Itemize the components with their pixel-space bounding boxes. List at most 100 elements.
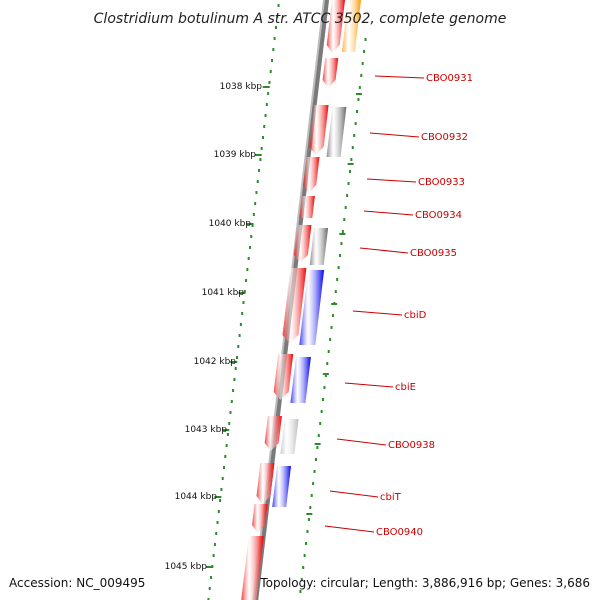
track-dot: [245, 279, 248, 282]
track-dot: [272, 48, 275, 51]
track-dot: [267, 92, 270, 95]
track-dot: [337, 266, 340, 269]
gene-feature: [309, 105, 329, 155]
track-dot: [207, 598, 210, 600]
track-dot: [210, 576, 213, 579]
scale-tick: [230, 361, 238, 363]
inner-tick: [322, 373, 329, 375]
gene-label-cbo0938: CBO0938: [388, 440, 435, 451]
track-dot: [322, 398, 325, 401]
track-dot: [348, 170, 351, 173]
track-dot: [334, 290, 337, 293]
gene-label-cbo0932: CBO0932: [421, 132, 468, 143]
scale-label-1045: 1045 kbp: [165, 562, 208, 572]
track-dot: [364, 38, 367, 41]
track-dot: [310, 494, 313, 497]
gene-label-cbo0933: CBO0933: [418, 177, 465, 188]
track-dot: [265, 103, 268, 106]
track-dot: [312, 482, 315, 485]
track-dot: [277, 4, 280, 7]
track-dot: [238, 334, 241, 337]
track-dot: [242, 301, 245, 304]
track-dot: [216, 521, 219, 524]
track-dot: [351, 146, 354, 149]
gene-feature: [280, 419, 299, 454]
leader-line: [359, 247, 409, 254]
track-dot: [347, 182, 350, 185]
track-dot: [221, 477, 224, 480]
track-dot: [340, 242, 343, 245]
track-dot: [220, 488, 223, 491]
gene-feature: [326, 0, 345, 53]
label-leader-lines: [324, 75, 425, 533]
track-dot: [271, 59, 274, 62]
track-dot: [233, 378, 236, 381]
track-dot: [248, 246, 251, 249]
track-dot: [219, 499, 222, 502]
track-dot: [229, 411, 232, 414]
track-dot: [217, 510, 220, 513]
leader-line: [369, 132, 420, 138]
leader-line: [352, 310, 403, 316]
scale-labels: 1038 kbp 1039 kbp 1040 kbp 1041 kbp 1042…: [165, 82, 263, 572]
inner-dotted-track: [299, 38, 367, 593]
track-dot: [226, 433, 229, 436]
track-dot: [320, 410, 323, 413]
gene-label-cbo0931: CBO0931: [426, 73, 473, 84]
track-dot: [346, 194, 349, 197]
track-dot: [235, 356, 238, 359]
track-dot: [273, 37, 276, 40]
track-dot: [247, 257, 250, 260]
scale-tick: [206, 566, 214, 568]
track-dot: [339, 254, 342, 257]
scale-tick: [254, 154, 262, 156]
track-dot: [239, 323, 242, 326]
track-dot: [215, 532, 218, 535]
track-dot: [299, 590, 302, 593]
track-dot: [251, 224, 254, 227]
gene-feature: [252, 504, 268, 533]
track-dot: [212, 554, 215, 557]
track-dot: [309, 506, 312, 509]
track-dot: [302, 566, 305, 569]
track-dot: [317, 434, 320, 437]
track-dot: [363, 50, 366, 53]
gene-feature: [309, 228, 329, 265]
gene-feature: [272, 466, 291, 507]
gene-feature: [241, 536, 264, 600]
scale-label-1042: 1042 kbp: [194, 357, 237, 367]
track-dot: [329, 338, 332, 341]
track-dot: [316, 446, 319, 449]
track-dot: [357, 98, 360, 101]
track-dot: [254, 202, 257, 205]
track-dot: [255, 191, 258, 194]
leader-line: [366, 178, 417, 183]
track-dot: [268, 81, 271, 84]
track-dot: [274, 26, 277, 29]
track-dot: [260, 147, 263, 150]
gene-label-cbit: cbiT: [380, 492, 402, 503]
gene-label-cbie: cbiE: [395, 382, 416, 393]
gene-label-cbo0934: CBO0934: [415, 210, 462, 221]
scale-label-1043: 1043 kbp: [185, 425, 228, 435]
inner-tick: [331, 303, 338, 305]
outer-dotted-track: [206, 4, 280, 600]
track-dot: [327, 350, 330, 353]
track-dot: [223, 466, 226, 469]
track-dot: [246, 268, 249, 271]
scale-tick: [246, 223, 254, 225]
track-dot: [213, 543, 216, 546]
leader-line: [336, 438, 387, 446]
track-dot: [276, 15, 279, 18]
track-dot: [208, 587, 211, 590]
gene-labels: CBO0931 CBO0932 CBO0933 CBO0934 CBO0935 …: [376, 73, 473, 538]
track-dot: [343, 218, 346, 221]
inner-tick: [347, 163, 354, 165]
track-dot: [258, 169, 261, 172]
track-dot: [269, 70, 272, 73]
gene-label-cbid: cbiD: [404, 310, 427, 321]
scale-label-1039: 1039 kbp: [214, 150, 257, 160]
track-dot: [314, 458, 317, 461]
track-dot: [350, 158, 353, 161]
track-dot: [300, 578, 303, 581]
